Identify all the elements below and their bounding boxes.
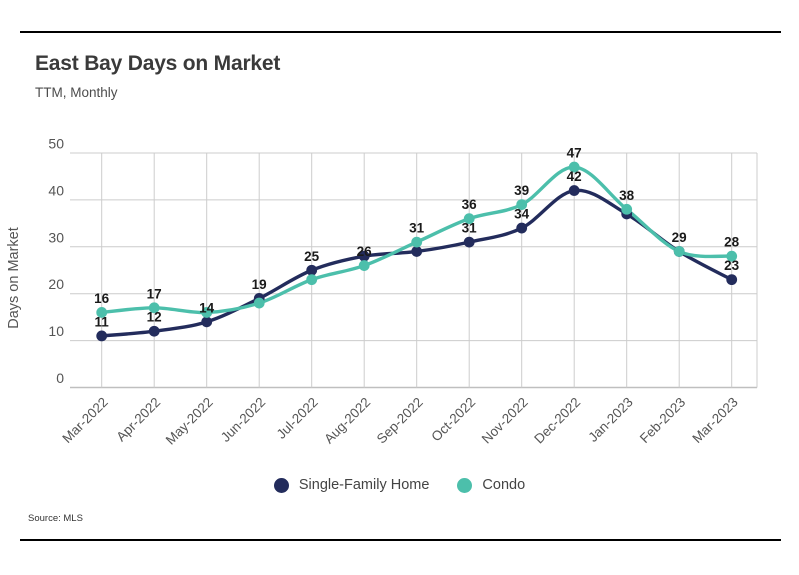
point-dot (568, 185, 580, 196)
point-label: 34 (514, 207, 530, 222)
x-tick-label: Feb-2023 (637, 395, 688, 446)
point-dot (516, 199, 528, 210)
point-label: 39 (514, 183, 529, 198)
bottom-rule (20, 539, 781, 541)
legend-label-single-family-home: Single-Family Home (298, 477, 430, 493)
point-dot (411, 246, 423, 257)
x-tick-label: Jun-2022 (218, 395, 268, 445)
x-tick-label: Sep-2022 (374, 395, 426, 447)
y-tick-labels: 0 10 20 30 40 50 (48, 136, 64, 387)
y-gridlines (70, 152, 757, 389)
point-dot (358, 260, 370, 271)
point-label: 19 (252, 277, 267, 292)
point-label: 31 (462, 221, 478, 236)
x-tick-label: Oct-2022 (428, 395, 478, 445)
source-note: Source: MLS (28, 513, 83, 524)
point-dot (148, 325, 160, 337)
x-tick-label: Jul-2022 (274, 395, 321, 442)
y-tick-label: 40 (48, 182, 64, 198)
x-tick-label: Aug-2022 (321, 395, 373, 447)
point-dot (516, 222, 528, 234)
chart-legend: Single-Family Home Condo (0, 477, 799, 493)
legend-swatch-condo (457, 477, 473, 493)
y-tick-label: 20 (48, 276, 64, 292)
point-labels: 11 12 14 19 25 31 34 42 23 16 17 26 31 36 39 47 38 29 28 (94, 146, 740, 330)
page-subtitle: TTM, Monthly (35, 85, 118, 101)
point-label: 28 (724, 235, 740, 250)
x-tick-labels: Mar-2022 Apr-2022 May-2022 Jun-2022 Jul-2022… (59, 395, 740, 448)
y-tick-label: 30 (48, 229, 64, 245)
point-label: 12 (147, 310, 162, 325)
legend-item-single-family-home: Single-Family Home (273, 477, 430, 493)
point-dot (726, 274, 738, 286)
series-points-condo (96, 161, 738, 318)
x-tick-label: Nov-2022 (479, 395, 531, 447)
point-label: 17 (147, 286, 162, 301)
x-tick-label: Mar-2022 (59, 395, 110, 446)
point-dot (96, 307, 108, 318)
legend-item-condo: Condo (457, 477, 525, 493)
point-label: 16 (94, 291, 110, 306)
point-dot (463, 213, 475, 225)
point-dot (253, 297, 265, 309)
y-tick-label: 10 (48, 323, 64, 339)
legend-label-condo: Condo (482, 477, 526, 493)
y-tick-label: 0 (56, 370, 64, 386)
x-gridlines (101, 153, 758, 388)
point-label: 38 (619, 188, 635, 203)
point-label: 25 (304, 249, 320, 264)
top-rule (20, 31, 781, 33)
point-label: 26 (357, 244, 373, 259)
point-label: 29 (672, 230, 687, 245)
point-dot (673, 246, 685, 257)
point-dot (201, 307, 213, 318)
point-label: 11 (95, 314, 110, 329)
point-dot (568, 161, 580, 173)
legend-swatch-single-family-home (273, 477, 289, 493)
point-dot (201, 316, 213, 328)
x-tick-label: Jan-2023 (585, 395, 635, 445)
point-label: 23 (724, 258, 740, 273)
point-dot (463, 236, 475, 248)
x-tick-label: May-2022 (163, 395, 216, 448)
chart-header: East Bay Days on Market TTM, Monthly (35, 52, 280, 100)
point-dot (306, 264, 318, 276)
point-dot (411, 236, 423, 248)
point-label: 42 (567, 169, 582, 184)
y-axis-title: Days on Market (6, 227, 22, 329)
y-tick-label: 50 (48, 136, 64, 152)
point-dot (726, 250, 738, 262)
point-label: 31 (409, 221, 425, 236)
x-tick-label: Apr-2022 (113, 395, 163, 445)
x-tick-label: Dec-2022 (531, 395, 583, 447)
point-dot (621, 203, 633, 215)
point-label: 47 (567, 146, 582, 161)
point-dot (96, 330, 108, 342)
point-dot (148, 302, 160, 314)
point-dot (306, 274, 318, 286)
x-tick-label: Mar-2023 (689, 395, 740, 446)
point-label: 14 (199, 300, 215, 315)
point-dot (358, 250, 370, 262)
point-label: 36 (462, 197, 478, 212)
page-title: East Bay Days on Market (35, 52, 281, 75)
